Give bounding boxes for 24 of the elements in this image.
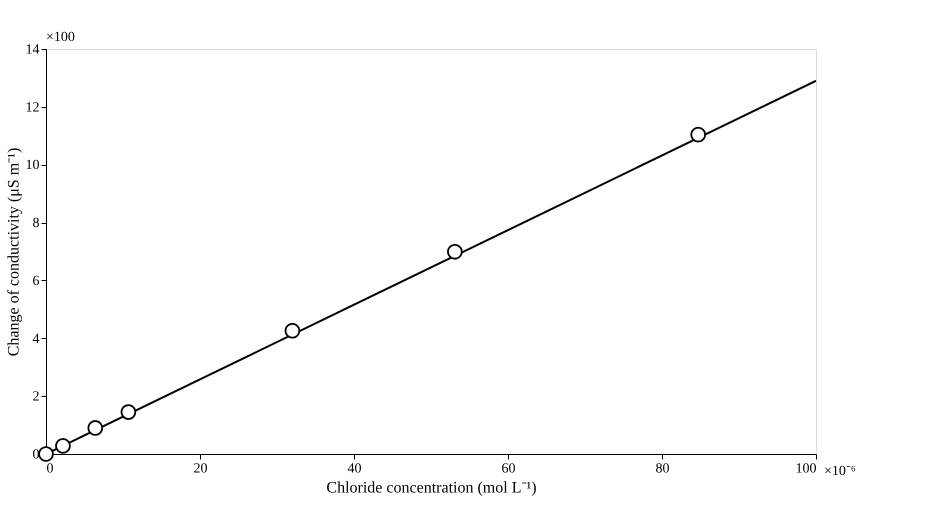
point (55, 438, 71, 454)
text: ×10⁻⁶ (824, 464, 856, 479)
point (38, 446, 54, 462)
x-tick-label: 0 (46, 462, 54, 476)
point (284, 322, 300, 339)
y-tick-label: 10 (26, 158, 40, 174)
y-tick-label: 12 (26, 100, 40, 116)
x-tick-label: 40 (348, 462, 362, 476)
y-axis-title: Change of conductivity (μS m⁻¹) (6, 148, 22, 356)
x-axis-title: Chloride concentration (mol L⁻¹) (326, 480, 537, 496)
y-tick-label: 14 (26, 42, 40, 58)
y-tick-label: 2 (32, 390, 40, 405)
y-tick-label: 6 (32, 274, 40, 289)
text: ×100 (46, 30, 75, 45)
point (87, 420, 104, 436)
x-tick-label: 100 (796, 462, 816, 476)
y-tick-label: 4 (32, 332, 40, 347)
point (120, 404, 136, 420)
x-tick-label: 80 (656, 462, 670, 476)
x-tick-label: 20 (194, 462, 208, 476)
point (447, 244, 463, 260)
point (690, 126, 706, 142)
x-tick-label: 60 (502, 462, 516, 476)
y-tick-label: 8 (32, 216, 40, 232)
